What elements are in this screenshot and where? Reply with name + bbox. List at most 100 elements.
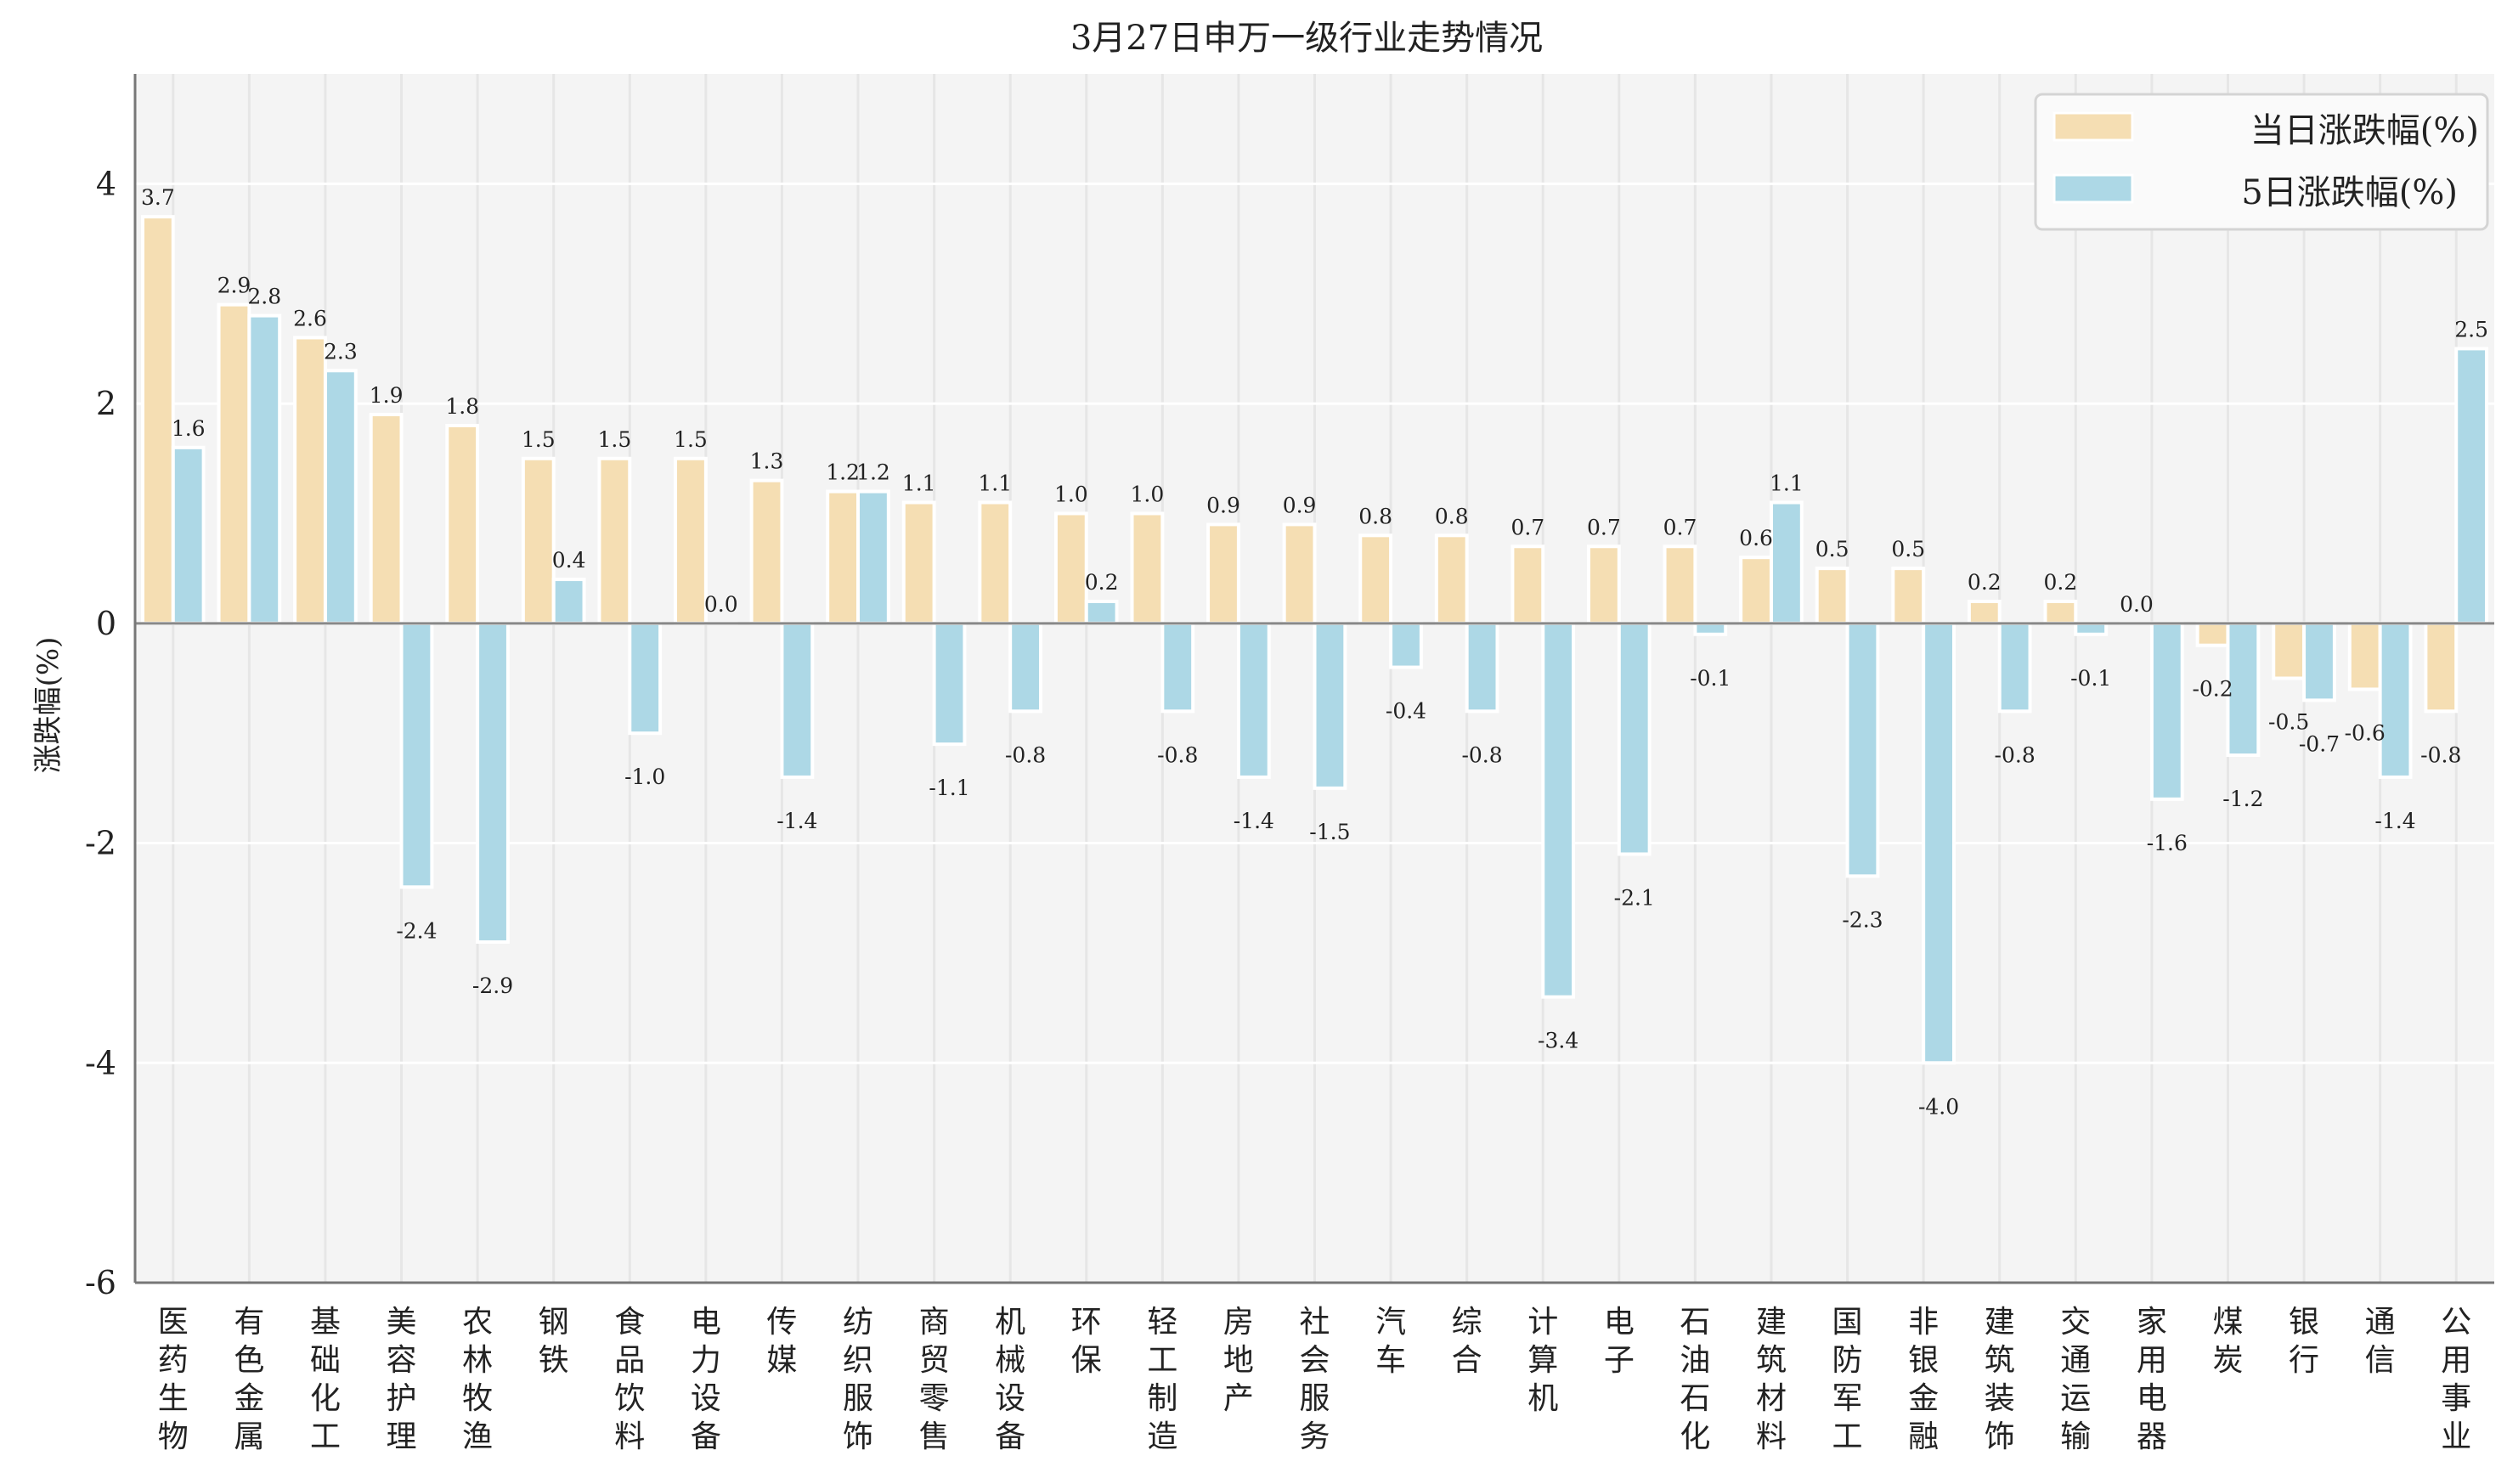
bar-daily bbox=[1665, 546, 1696, 624]
data-label-daily: 1.3 bbox=[750, 449, 784, 474]
x-tick-label: 公用事业 bbox=[2441, 1305, 2471, 1454]
y-axis-label: 涨跌幅(%) bbox=[31, 637, 65, 774]
bar-5day bbox=[249, 316, 279, 624]
bar-daily bbox=[599, 459, 630, 624]
data-label-daily: 2.6 bbox=[293, 306, 327, 330]
bar-daily bbox=[219, 305, 250, 624]
bar-daily bbox=[447, 426, 477, 624]
bar-5day bbox=[2152, 624, 2182, 799]
bar-daily bbox=[1589, 546, 1619, 624]
x-tick-label: 家用电器 bbox=[2137, 1305, 2167, 1454]
bar-5day bbox=[1087, 601, 1117, 624]
y-tick-label: 4 bbox=[96, 165, 116, 202]
data-label-5day: -1.1 bbox=[929, 776, 969, 800]
data-label-5day: 2.8 bbox=[247, 285, 281, 309]
bar-daily bbox=[1437, 535, 1467, 623]
data-label-5day: -1.6 bbox=[2147, 831, 2188, 855]
bar-daily bbox=[523, 459, 554, 624]
bar-5day bbox=[1467, 624, 1498, 711]
data-label-5day: 2.5 bbox=[2454, 317, 2488, 341]
data-label-daily: -0.6 bbox=[2345, 720, 2386, 745]
data-label-daily: -0.8 bbox=[2420, 742, 2461, 767]
data-label-5day: -0.1 bbox=[1690, 666, 1731, 691]
bar-5day bbox=[1923, 624, 1954, 1063]
bar-daily bbox=[2425, 624, 2456, 711]
data-label-daily: 1.0 bbox=[1131, 482, 1165, 506]
bar-5day bbox=[1010, 624, 1041, 711]
bar-daily bbox=[1208, 524, 1239, 623]
bar-daily bbox=[1969, 601, 2000, 624]
data-label-daily: 2.9 bbox=[217, 274, 251, 298]
bar-5day bbox=[1162, 624, 1193, 711]
bar-daily bbox=[1741, 557, 1771, 624]
data-label-5day: -0.4 bbox=[1386, 699, 1426, 724]
x-tick-label: 煤炭 bbox=[2212, 1305, 2243, 1378]
data-label-5day: -2.3 bbox=[1842, 907, 1883, 932]
data-label-daily: -0.5 bbox=[2268, 710, 2309, 735]
data-label-5day: -0.8 bbox=[1461, 742, 1502, 767]
data-label-daily: 3.7 bbox=[141, 185, 175, 210]
bar-daily bbox=[1893, 568, 1923, 624]
y-tick-label: -2 bbox=[85, 825, 116, 862]
data-label-5day: -3.4 bbox=[1538, 1029, 1578, 1053]
bar-daily bbox=[827, 492, 858, 624]
x-tick-label: 房地产 bbox=[1223, 1305, 1254, 1416]
bar-5day bbox=[1619, 624, 1650, 855]
bar-5day bbox=[1543, 624, 1573, 997]
data-label-5day: -0.8 bbox=[1157, 742, 1198, 767]
x-tick-label: 环保 bbox=[1071, 1305, 1102, 1378]
bar-daily bbox=[2350, 624, 2380, 690]
data-label-5day: -1.5 bbox=[1309, 820, 1350, 844]
bar-daily bbox=[1817, 568, 1848, 624]
x-tick-label: 建筑装饰 bbox=[1985, 1305, 2015, 1454]
x-tick-label: 计算机 bbox=[1527, 1305, 1558, 1416]
x-tick-label: 建筑材料 bbox=[1756, 1305, 1787, 1454]
data-label-5day: 1.6 bbox=[172, 416, 206, 441]
legend-label-daily: 当日涨跌幅(%) bbox=[2250, 111, 2479, 150]
bar-5day bbox=[1239, 624, 1269, 777]
x-tick-label: 传媒 bbox=[766, 1305, 797, 1378]
bar-5day bbox=[934, 624, 965, 744]
x-tick-label: 国防军工 bbox=[1832, 1305, 1863, 1454]
x-tick-label: 综合 bbox=[1452, 1305, 1482, 1378]
bar-5day bbox=[1848, 624, 1878, 877]
bar-daily bbox=[2198, 624, 2228, 646]
x-tick-label: 电力设备 bbox=[691, 1305, 721, 1454]
legend-swatch-daily bbox=[2054, 113, 2132, 140]
x-tick-label: 银行 bbox=[2289, 1305, 2319, 1378]
data-label-5day: -0.8 bbox=[1995, 742, 2036, 767]
data-label-5day: -1.4 bbox=[776, 809, 817, 833]
chart-title: 3月27日申万一级行业走势情况 bbox=[1070, 19, 1543, 58]
bar-daily bbox=[675, 459, 706, 624]
data-label-5day: 0.0 bbox=[704, 592, 738, 617]
x-tick-label: 医药生物 bbox=[158, 1305, 189, 1454]
bar-5day bbox=[858, 492, 889, 624]
bar-daily bbox=[980, 503, 1010, 624]
data-label-daily: 1.0 bbox=[1054, 482, 1088, 506]
data-label-daily: 0.5 bbox=[1815, 537, 1849, 561]
data-label-5day: -4.0 bbox=[1918, 1094, 1959, 1119]
x-tick-label: 钢铁 bbox=[539, 1305, 569, 1378]
bar-5day bbox=[782, 624, 812, 777]
bar-daily bbox=[143, 217, 173, 624]
bar-5day bbox=[630, 624, 660, 733]
data-label-daily: 0.2 bbox=[1968, 570, 2002, 595]
x-tick-labels: 医药生物有色金属基础化工美容护理农林牧渔钢铁食品饮料电力设备传媒纺织服饰商贸零售… bbox=[158, 1305, 2471, 1454]
data-label-daily: 0.8 bbox=[1358, 504, 1392, 528]
data-label-5day: 0.2 bbox=[1085, 570, 1119, 595]
data-label-5day: 1.2 bbox=[856, 460, 890, 485]
bar-5day bbox=[2000, 624, 2030, 711]
data-label-5day: -2.9 bbox=[472, 973, 513, 998]
y-tick-labels: 420-2-4-6 bbox=[85, 165, 116, 1301]
data-label-5day: 1.1 bbox=[1770, 471, 1804, 496]
data-label-5day: 0.4 bbox=[552, 548, 586, 573]
data-label-5day: 2.3 bbox=[324, 339, 358, 364]
bar-daily bbox=[1360, 535, 1391, 623]
data-label-daily: 1.1 bbox=[978, 471, 1012, 496]
data-label-daily: 0.7 bbox=[1663, 515, 1697, 539]
data-label-daily: 0.9 bbox=[1283, 493, 1317, 517]
bar-5day bbox=[554, 579, 584, 624]
data-label-daily: -0.2 bbox=[2192, 677, 2233, 702]
bar-5day bbox=[1695, 624, 1725, 635]
data-label-5day: -0.1 bbox=[2070, 666, 2111, 691]
